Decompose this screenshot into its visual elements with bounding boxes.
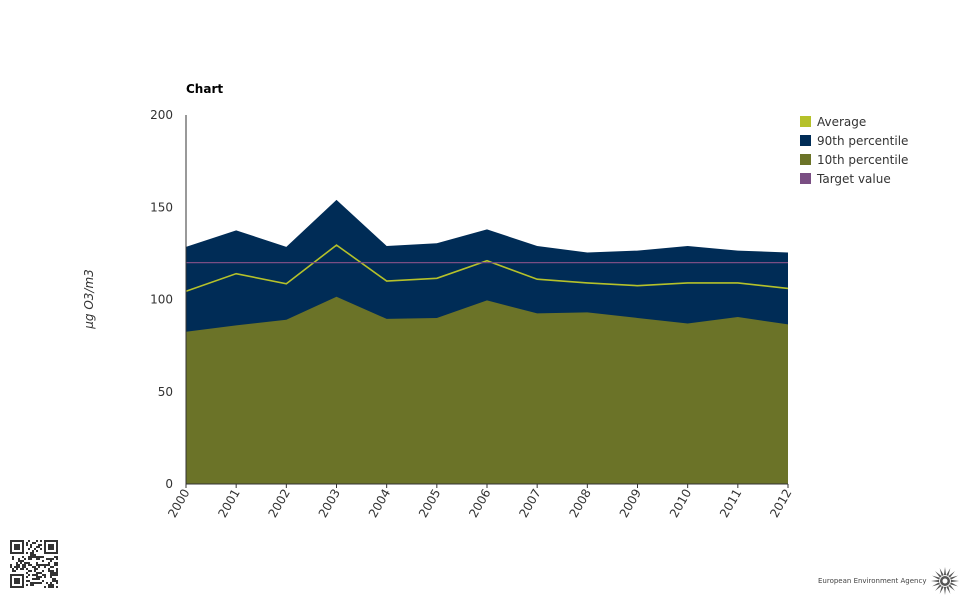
legend-label-average: Average xyxy=(817,114,867,129)
area-10th-percentile xyxy=(186,296,788,484)
x-tick-label-2009: 2009 xyxy=(617,487,644,520)
x-tick-label-2010: 2010 xyxy=(667,487,694,520)
legend-swatch-target-value xyxy=(800,173,811,184)
x-tick-label-2012: 2012 xyxy=(767,487,794,520)
footer-brand-text: European Environment Agency xyxy=(818,577,927,585)
legend-item-10th-percentile[interactable]: 10th percentile xyxy=(800,150,908,169)
x-tick-label-2002: 2002 xyxy=(266,487,293,520)
legend-label-90th-percentile: 90th percentile xyxy=(817,133,909,148)
x-tick-label-2004: 2004 xyxy=(366,487,393,520)
x-tick-label-2003: 2003 xyxy=(316,487,343,520)
y-tick-label-100: 100 xyxy=(150,293,173,307)
y-axis-title: μg O3/m3 xyxy=(82,269,96,330)
x-tick-label-2001: 2001 xyxy=(215,487,242,520)
legend-swatch-average xyxy=(800,116,811,127)
y-tick-label-0: 0 xyxy=(165,477,173,491)
y-tick-label-200: 200 xyxy=(150,108,173,122)
x-tick-label-2000: 2000 xyxy=(165,487,192,520)
footer-brand[interactable]: European Environment Agency xyxy=(818,566,960,596)
legend-item-average[interactable]: Average xyxy=(800,112,908,131)
y-tick-label-150: 150 xyxy=(150,200,173,214)
eea-sun-icon xyxy=(931,567,960,595)
x-tick-label-2006: 2006 xyxy=(466,487,493,520)
x-tick-label-2005: 2005 xyxy=(416,487,443,520)
x-tick-label-2007: 2007 xyxy=(516,487,543,520)
chart-title: Chart xyxy=(186,82,223,96)
legend-item-90th-percentile[interactable]: 90th percentile xyxy=(800,131,908,150)
plot-area: 0 50 100 150 200 2000 2001 2002 2003 2004 2005 2006… xyxy=(150,108,795,520)
legend-label-10th-percentile: 10th percentile xyxy=(817,152,909,167)
legend-label-target-value: Target value xyxy=(817,171,891,186)
legend-item-target-value[interactable]: Target value xyxy=(800,169,908,188)
x-tick-label-2011: 2011 xyxy=(717,487,744,520)
legend: Average 90th percentile 10th percentile … xyxy=(800,112,908,188)
legend-swatch-90th-percentile xyxy=(800,135,811,146)
x-tick-label-2008: 2008 xyxy=(567,487,594,520)
qr-code-icon xyxy=(10,540,58,588)
y-tick-label-50: 50 xyxy=(158,385,173,399)
legend-swatch-10th-percentile xyxy=(800,154,811,165)
